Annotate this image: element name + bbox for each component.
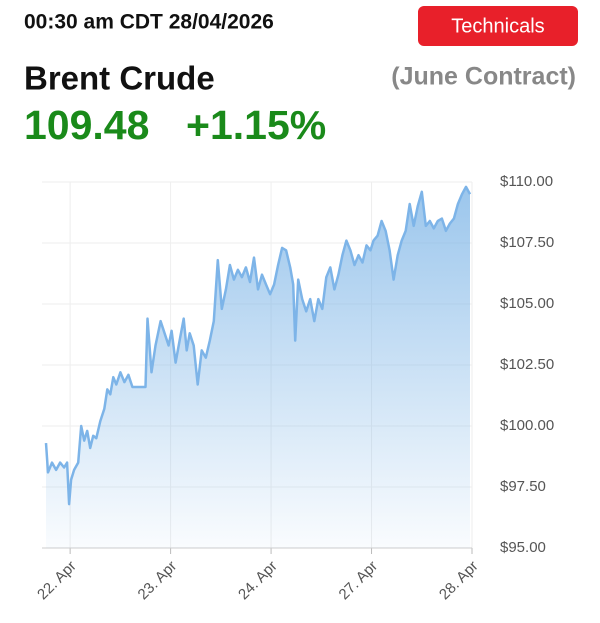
technicals-button[interactable]	[418, 6, 578, 46]
y-tick-label: $95.00	[500, 539, 546, 556]
y-tick-label: $97.50	[500, 478, 546, 495]
price-line	[44, 185, 472, 506]
x-tick-label: 22. Apr	[34, 558, 80, 604]
area-fill	[46, 186, 470, 548]
y-tick-label: $100.00	[500, 417, 554, 434]
x-tick-label: 27. Apr	[336, 558, 382, 604]
y-tick-label: $107.50	[500, 234, 554, 251]
y-tick-label: $102.50	[500, 356, 554, 373]
x-tick-label: 28. Apr	[436, 558, 482, 604]
price: 109.48	[24, 102, 149, 148]
button-label[interactable]: Technicals	[451, 15, 544, 37]
y-tick-label: $110.00	[500, 173, 553, 190]
timestamp: 00:30 am CDT 28/04/2026	[24, 11, 274, 34]
change: +1.15%	[186, 102, 326, 148]
y-tick-label: $105.00	[500, 295, 554, 312]
contract: (June Contract)	[391, 63, 576, 91]
x-tick-label: 23. Apr	[135, 558, 181, 604]
chart: $95.00 $97.50 $100.00 $102.50 $105.00 $107.50…	[34, 173, 554, 603]
x-tick-label: 24. Apr	[235, 558, 281, 604]
instrument-name: Brent Crude	[24, 60, 215, 97]
